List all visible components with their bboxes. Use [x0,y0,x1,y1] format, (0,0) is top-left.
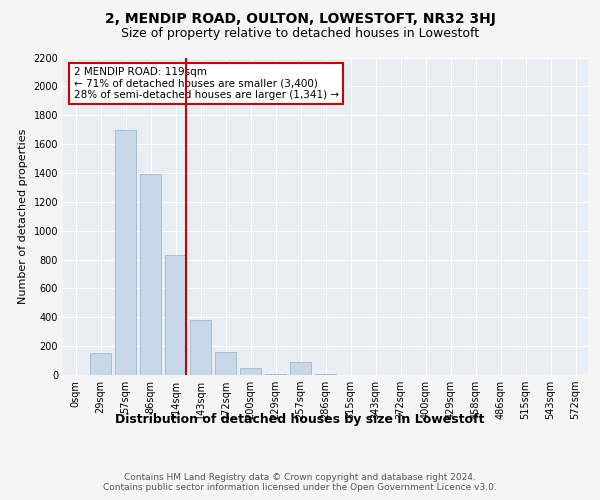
Text: Distribution of detached houses by size in Lowestoft: Distribution of detached houses by size … [115,412,485,426]
Bar [265,374,286,375]
Text: 2 MENDIP ROAD: 119sqm
← 71% of detached houses are smaller (3,400)
28% of semi-d: 2 MENDIP ROAD: 119sqm ← 71% of detached … [74,67,338,100]
Bar [90,354,111,375]
Text: Size of property relative to detached houses in Lowestoft: Size of property relative to detached ho… [121,28,479,40]
Bar [240,368,261,375]
Text: 2, MENDIP ROAD, OULTON, LOWESTOFT, NR32 3HJ: 2, MENDIP ROAD, OULTON, LOWESTOFT, NR32 … [104,12,496,26]
Bar [315,374,336,375]
Y-axis label: Number of detached properties: Number of detached properties [18,128,28,304]
Bar [190,320,211,375]
Bar [215,352,236,375]
Bar [290,362,311,375]
Bar [140,174,161,375]
Text: Contains HM Land Registry data © Crown copyright and database right 2024.
Contai: Contains HM Land Registry data © Crown c… [103,472,497,492]
Bar [165,255,186,375]
Bar [115,130,136,375]
